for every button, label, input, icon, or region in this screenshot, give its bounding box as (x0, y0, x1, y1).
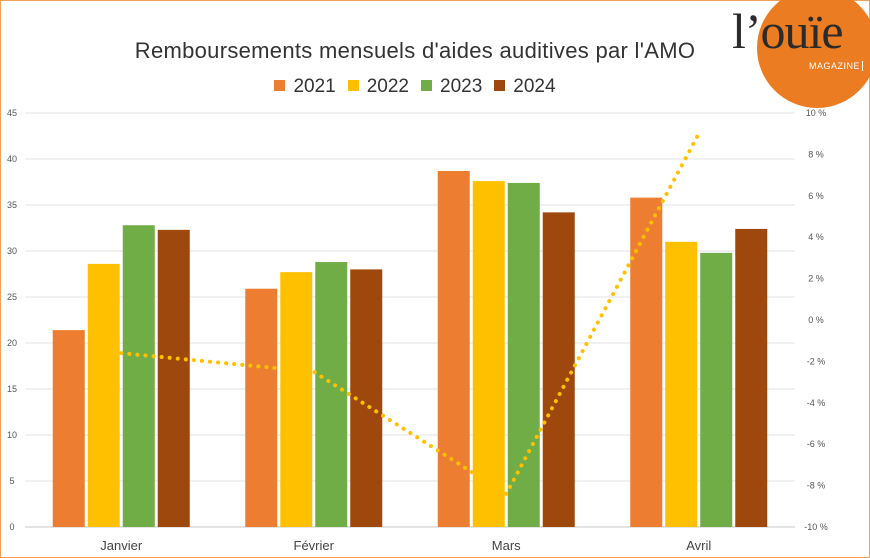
y2-tick-label: 4 % (808, 232, 824, 242)
trend-line (119, 131, 701, 497)
logo-subtitle: MAGAZINE (809, 61, 864, 71)
y-tick-label: 20 (7, 338, 17, 348)
bar-2024-Avril (735, 228, 768, 528)
y2-tick-label: 0 % (808, 315, 824, 325)
x-category-label: Avril (686, 538, 711, 553)
legend-item-2024: 2024 (494, 76, 556, 98)
y2-tick-label: 2 % (808, 274, 824, 284)
bar-2021-Avril (630, 197, 663, 527)
legend-label: 2021 (293, 76, 336, 97)
y-tick-label: 30 (7, 246, 17, 256)
x-category-label: Février (294, 538, 335, 553)
bar-2023-Mars (507, 182, 540, 528)
bar-2022-Janvier (87, 263, 120, 527)
bar-2023-Janvier (122, 225, 155, 528)
legend-label: 2024 (513, 76, 556, 97)
logo: l’ouïe MAGAZINE (728, 0, 870, 120)
legend-swatch (347, 80, 359, 91)
y2-tick-label: 6 % (808, 191, 824, 201)
legend-item-2022: 2022 (347, 76, 409, 98)
bar-2023-Février (315, 262, 348, 527)
y-tick-label: 5 (9, 476, 14, 486)
y-tick-label: 40 (7, 154, 17, 164)
bar-2021-Février (245, 288, 278, 527)
x-category-label: Mars (492, 538, 521, 553)
bar-2022-Février (280, 272, 313, 527)
bar-2024-Janvier (157, 229, 190, 527)
chart-title: Remboursements mensuels d'aides auditive… (134, 38, 696, 63)
legend-label: 2023 (440, 76, 483, 97)
legend-swatch (494, 80, 506, 91)
y2-tick-label: -10 % (804, 522, 828, 532)
legend-swatch (421, 80, 432, 91)
y2-tick-label: -2 % (807, 356, 826, 366)
chart-legend: 2021 2022 2023 2024 (0, 76, 830, 98)
y-tick-label: 0 (9, 522, 14, 532)
y-tick-label: 10 (7, 430, 17, 440)
y2-tick-label: -4 % (807, 398, 826, 408)
bar-2024-Mars (542, 212, 575, 528)
y-tick-label: 35 (7, 200, 17, 210)
y2-tick-label: 10 % (806, 108, 827, 118)
bar-2021-Mars (437, 170, 470, 527)
bar-2023-Avril (700, 252, 733, 527)
legend-swatch (274, 80, 286, 91)
bar-2022-Avril (665, 241, 698, 528)
legend-item-2021: 2021 (274, 76, 336, 98)
y-tick-label: 15 (7, 384, 17, 394)
logo-text: l’ouïe (732, 3, 844, 59)
y-tick-label: 45 (7, 108, 17, 118)
y2-tick-label: 8 % (808, 149, 824, 159)
y2-tick-label: -6 % (807, 439, 826, 449)
logo-circle (757, 0, 870, 108)
bar-2021-Janvier (52, 330, 85, 527)
legend-item-2023: 2023 (421, 76, 482, 98)
y2-tick-label: -8 % (807, 481, 826, 491)
y-tick-label: 25 (7, 292, 17, 302)
legend-label: 2022 (366, 76, 409, 97)
bar-2022-Mars (472, 181, 505, 527)
x-category-label: Janvier (100, 538, 143, 553)
